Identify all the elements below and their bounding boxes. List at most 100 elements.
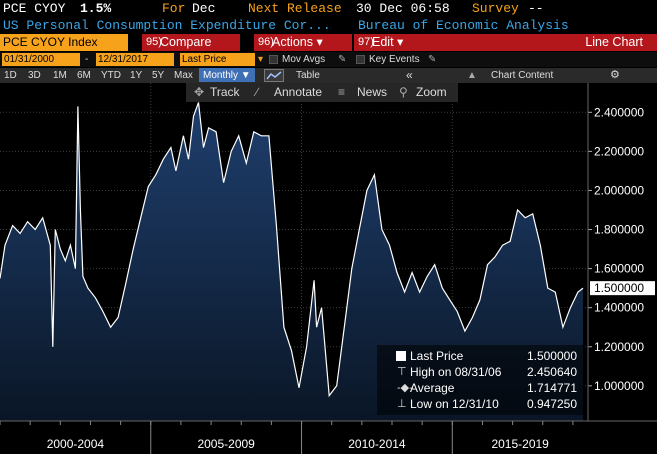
x-tick-label: 2010-2014 [348, 437, 406, 451]
compare-button-label: Compare [160, 35, 212, 49]
news-icon[interactable]: ≡ [338, 85, 346, 99]
period-bar: 1D 3D 1M 6M YTD 1Y 5Y Max Monthly ▼ Tabl… [0, 68, 657, 83]
x-axis: 2000-2004 2005-2009 2010-2014 2015-2019 [0, 420, 657, 454]
start-date-input[interactable]: 01/31/2000 [2, 53, 80, 66]
annotate-icon[interactable]: ∕ [256, 85, 259, 99]
track-button[interactable]: Track [210, 85, 240, 99]
period-ytd[interactable]: YTD [101, 70, 121, 81]
legend-low-value: 0.947250 [526, 397, 577, 411]
period-max[interactable]: Max [174, 70, 193, 81]
legend-last-price-value: 1.500000 [526, 349, 577, 363]
end-date-input[interactable]: 12/31/2017 [96, 53, 174, 66]
y-tick-label: 1.800000 [594, 223, 644, 237]
function-bar-spacer [414, 34, 487, 51]
series-line [0, 102, 584, 398]
pencil-icon[interactable]: ✎ [428, 54, 437, 65]
low-marker-icon: ⊥ [397, 398, 407, 410]
date-range-dash: - [85, 54, 89, 65]
last-value: 1.5% [80, 1, 112, 16]
ticker-header: PCE CYOY 1.5% For Dec Next Release 30 De… [0, 0, 657, 17]
y-tick-label: 2.400000 [594, 105, 644, 119]
period-5y[interactable]: 5Y [152, 70, 165, 81]
y-tick-label: 2.000000 [594, 183, 644, 197]
y-tick-label: 1.000000 [594, 379, 644, 393]
security-name: US Personal Consumption Expenditure Cor.… [3, 18, 331, 33]
series-area [0, 102, 583, 421]
legend-average-value: 1.714771 [526, 381, 577, 395]
actions-button[interactable]: 96) Actions ▾ [254, 34, 352, 51]
actions-button-label: Actions ▾ [272, 35, 323, 49]
x-axis-band [0, 421, 657, 454]
legend-low-label: Low on 12/31/10 [410, 397, 499, 411]
period-1d[interactable]: 1D [4, 70, 17, 81]
actions-button-number: 96) [258, 36, 274, 48]
chart-style-glyph [266, 71, 282, 80]
legend-high-value: 2.450640 [526, 365, 577, 379]
period-6m[interactable]: 6M [77, 70, 91, 81]
mov-avgs-label: Mov Avgs [282, 54, 326, 65]
zoom-button[interactable]: Zoom [416, 85, 447, 99]
y-tick-label: 1.600000 [594, 262, 644, 276]
edit-button[interactable]: 97) Edit ▾ [354, 34, 414, 51]
legend-high: ⊤ High on 08/31/06 2.450640 [377, 364, 584, 380]
chart-content-button[interactable]: Chart Content [491, 70, 554, 81]
pencil-icon[interactable]: ✎ [338, 54, 347, 65]
compare-button-number: 95) [146, 36, 162, 48]
legend-average-label: Average [410, 381, 455, 395]
compare-button[interactable]: 95) Compare [142, 34, 240, 51]
period-1y[interactable]: 1Y [130, 70, 143, 81]
news-button[interactable]: News [357, 85, 388, 99]
ticker-symbol: PCE CYOY [3, 1, 66, 16]
last-value-tag: 1.500000 [590, 281, 655, 296]
period-1m[interactable]: 1M [53, 70, 67, 81]
collapse-button[interactable]: « [406, 68, 413, 82]
period-3d[interactable]: 3D [28, 70, 41, 81]
magnifier-icon[interactable]: ⚲ [399, 85, 408, 99]
last-value-label: 1.500000 [594, 281, 644, 295]
y-tick-label: 2.200000 [594, 144, 644, 158]
gear-icon[interactable]: ⚙ [610, 69, 620, 81]
x-tick-label: 2015-2019 [491, 437, 549, 451]
x-tick-label: 2000-2004 [47, 437, 105, 451]
for-label: For [162, 1, 186, 16]
key-events-checkbox[interactable] [356, 55, 365, 64]
legend-low: ⊥ Low on 12/31/10 0.947250 [377, 396, 584, 412]
chart-content-icon: ▲ [467, 70, 477, 81]
crosshair-icon[interactable]: ✥ [194, 85, 205, 99]
legend-high-label: High on 08/31/06 [410, 365, 502, 379]
legend-last-price-label: Last Price [410, 349, 464, 363]
y-axis: 2.400000 2.200000 2.000000 1.800000 1.600000… [587, 83, 644, 421]
legend-last-price: Last Price 1.500000 [377, 348, 584, 364]
security-field[interactable]: PCE CYOY Index [0, 34, 128, 51]
next-release-value: 30 Dec 06:58 [356, 1, 450, 16]
edit-button-number: 97) [358, 36, 374, 48]
function-bar: PCE CYOY Index 95) Compare 96) Actions ▾… [0, 34, 657, 51]
x-tick-label: 2005-2009 [197, 437, 255, 451]
survey-value: -- [528, 1, 544, 16]
chart-toolbar: ✥ Track ∕ Annotate ≡ News ⚲ Zoom [186, 83, 458, 102]
price-field-select[interactable]: Last Price [180, 53, 255, 66]
series-swatch-icon [396, 351, 406, 361]
chart-style-icon[interactable] [264, 69, 284, 82]
annotate-button[interactable]: Annotate [274, 85, 323, 99]
survey-label: Survey [472, 1, 519, 16]
frequency-select[interactable]: Monthly ▼ [199, 68, 255, 82]
legend-average: -◆- Average 1.714771 [377, 380, 584, 396]
table-button[interactable]: Table [296, 70, 320, 81]
data-source: Bureau of Economic Analysis [358, 18, 569, 33]
price-field-dropdown-icon[interactable]: ▾ [258, 54, 264, 65]
y-tick-label: 1.400000 [594, 301, 644, 315]
chart-legend: Last Price 1.500000 ⊤ High on 08/31/06 2… [377, 345, 584, 415]
mov-avgs-checkbox[interactable] [269, 55, 278, 64]
last-value-box [590, 281, 655, 296]
next-release-label: Next Release [248, 1, 342, 16]
key-events-label: Key Events [369, 54, 420, 65]
for-value: Dec [192, 1, 216, 16]
security-description: US Personal Consumption Expenditure Cor.… [0, 17, 657, 34]
high-marker-icon: ⊤ [397, 366, 407, 378]
chart-type-label: Line Chart [487, 34, 657, 51]
line-chart[interactable]: 2.400000 2.200000 2.000000 1.800000 1.600000… [0, 83, 657, 454]
date-controls: 01/31/2000 - 12/31/2017 Last Price ▾ Mov… [0, 52, 657, 67]
y-tick-label: 1.200000 [594, 340, 644, 354]
average-marker-icon: -◆- [397, 382, 413, 394]
